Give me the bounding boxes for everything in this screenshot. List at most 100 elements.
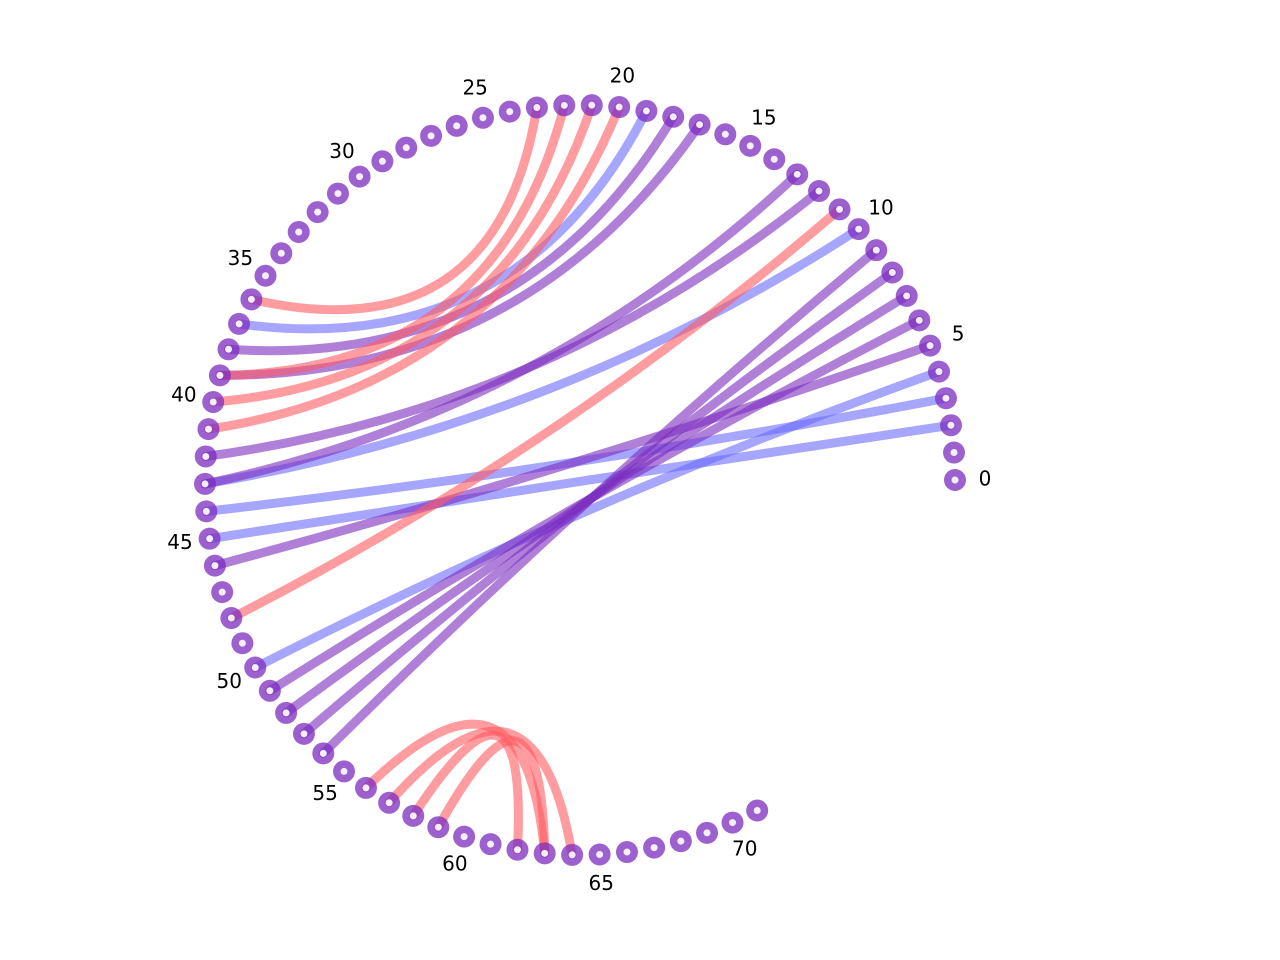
nodes-layer (194, 94, 966, 866)
link-58-62 (408, 730, 523, 855)
links-layer (200, 100, 956, 860)
link-13-43 (200, 169, 802, 489)
labels-layer: 0 5 10 15 20 25 30 35 40 45 50 55 60 65 70 (167, 64, 991, 895)
node-41 (197, 418, 220, 441)
link-21-40 (208, 100, 597, 407)
node-15 (739, 134, 762, 157)
node-4 (927, 360, 950, 383)
node-67 (643, 836, 666, 859)
node-16 (714, 123, 737, 146)
node-64 (561, 843, 584, 866)
node-51 (258, 679, 281, 702)
node-71 (746, 799, 769, 822)
node-40 (202, 391, 225, 414)
node-33 (287, 221, 310, 244)
node-49 (231, 632, 254, 655)
node-20 (608, 96, 631, 119)
link-11-48 (226, 204, 845, 623)
node-68 (669, 830, 692, 853)
link-57-64 (384, 726, 577, 860)
tick-label-30: 30 (329, 139, 354, 163)
link-9-54 (318, 245, 881, 758)
node-2 (939, 414, 962, 437)
node-25 (471, 106, 494, 129)
node-54 (312, 742, 335, 765)
node-38 (217, 338, 240, 361)
node-58 (402, 804, 425, 827)
node-56 (354, 776, 377, 799)
link-2-45 (205, 420, 956, 544)
link-10-43 (200, 224, 864, 489)
node-1 (942, 441, 965, 464)
link-4-50 (250, 367, 944, 672)
tick-label-65: 65 (588, 871, 613, 895)
node-24 (498, 100, 521, 123)
node-59 (427, 816, 450, 839)
node-47 (211, 581, 234, 604)
node-66 (615, 841, 638, 864)
node-11 (828, 198, 851, 221)
node-27 (420, 124, 443, 147)
tick-label-55: 55 (312, 781, 337, 805)
node-39 (208, 364, 231, 387)
node-7 (895, 284, 918, 307)
node-32 (306, 201, 329, 224)
node-60 (453, 825, 476, 848)
link-23-36 (246, 102, 542, 315)
tick-label-25: 25 (462, 75, 487, 99)
tick-label-10: 10 (868, 196, 893, 220)
node-62 (506, 838, 529, 861)
link-17-39 (215, 120, 705, 380)
node-44 (195, 500, 218, 523)
node-57 (378, 791, 401, 814)
node-31 (326, 182, 349, 205)
tick-label-40: 40 (171, 382, 196, 406)
node-14 (763, 148, 786, 171)
tick-label-50: 50 (217, 669, 242, 693)
node-23 (525, 96, 548, 119)
tick-label-20: 20 (610, 64, 635, 88)
node-70 (721, 811, 744, 834)
node-46 (203, 554, 226, 577)
tick-label-15: 15 (751, 106, 776, 130)
node-8 (881, 261, 904, 284)
node-5 (919, 334, 942, 357)
tick-label-35: 35 (228, 246, 253, 270)
node-53 (292, 722, 315, 745)
link-59-63 (433, 736, 550, 858)
tick-label-45: 45 (167, 530, 192, 554)
tick-label-70: 70 (732, 836, 757, 860)
node-35 (254, 264, 277, 287)
node-18 (662, 105, 685, 128)
node-21 (580, 94, 603, 117)
node-3 (934, 387, 957, 410)
node-48 (220, 607, 243, 630)
node-29 (371, 150, 394, 173)
node-0 (944, 469, 966, 491)
node-17 (688, 113, 711, 136)
node-52 (275, 701, 298, 724)
node-37 (228, 312, 251, 335)
node-61 (479, 833, 502, 856)
node-43 (194, 472, 217, 495)
node-30 (348, 165, 371, 188)
node-19 (635, 99, 658, 122)
node-34 (270, 242, 293, 265)
link-20-41 (203, 102, 624, 434)
tick-label-60: 60 (442, 852, 467, 876)
node-22 (553, 94, 576, 117)
tick-label-5: 5 (952, 321, 965, 345)
node-10 (847, 218, 870, 241)
node-45 (198, 527, 221, 550)
node-28 (395, 136, 418, 159)
node-65 (588, 843, 611, 866)
node-50 (244, 656, 267, 679)
node-12 (808, 180, 831, 203)
node-13 (786, 163, 809, 186)
node-63 (533, 842, 556, 865)
node-42 (194, 445, 217, 468)
tick-label-0: 0 (979, 467, 992, 491)
node-69 (696, 821, 719, 844)
link-22-39 (215, 100, 569, 380)
